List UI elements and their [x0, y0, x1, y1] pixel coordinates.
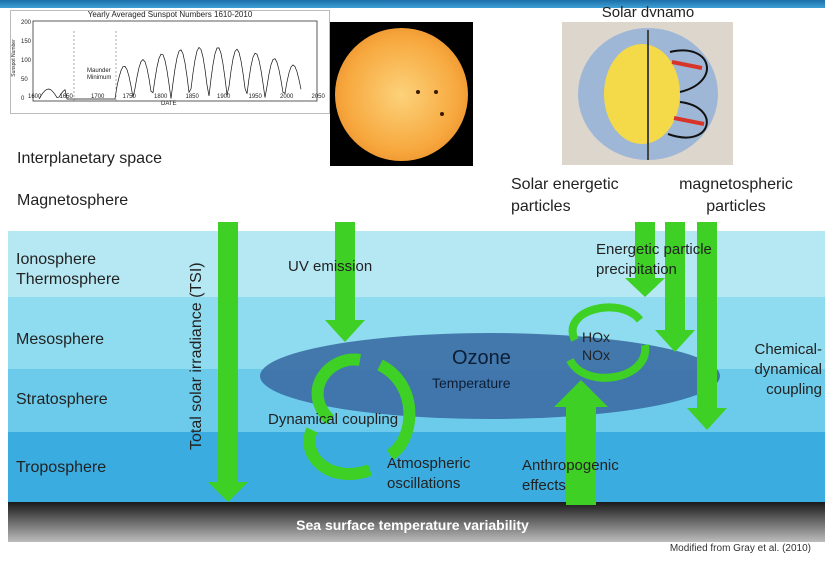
chart-x-tick: 1800 [154, 94, 168, 100]
solar-dynamo-image [562, 22, 733, 165]
magnetospheric-label: magnetospheric particles [679, 176, 793, 215]
magnetosphere-label: Magnetosphere [17, 192, 129, 209]
dynamical-label: Dynamical coupling [268, 411, 399, 428]
chart-y-tick: 0 [21, 96, 25, 102]
layer-label-mesosphere: Mesosphere [16, 331, 105, 348]
layer-ionosphere [8, 231, 825, 297]
chart-x-tick: 2000 [280, 94, 294, 100]
uv-label: UV emission [288, 258, 373, 275]
chart-xlabel: DATE [161, 101, 177, 107]
chart-annotation: Maunder Minimum [87, 68, 112, 81]
sst-label: Sea surface temperature variability [296, 517, 529, 533]
hox-nox-cycle [566, 303, 650, 382]
magnetospheric-arrows [655, 222, 727, 430]
interplanetary-label: Interplanetary space [17, 150, 162, 167]
sun-image [330, 22, 473, 166]
sunspot-chart: Yearly Averaged Sunspot Numbers 1610-201… [10, 10, 330, 114]
ozone-label: Ozone [452, 347, 511, 369]
layer-label-ionosphere: Ionosphere Thermosphere [16, 251, 121, 288]
chemical-label: Chemical-dynamical coupling [754, 341, 822, 398]
chart-x-tick: 1950 [248, 94, 262, 100]
uv-arrow [325, 222, 365, 342]
sea-surface-band [8, 502, 825, 542]
chart-x-tick: 1900 [217, 94, 231, 100]
solar-dynamo-title: Solar dynamo [601, 5, 695, 17]
layer-label-troposphere: Troposphere [16, 459, 107, 476]
chart-y-tick: 150 [21, 39, 32, 45]
dynamo-illustration [562, 22, 733, 165]
top-banner [0, 0, 825, 8]
credit-text: Modified from Gray et al. (2010) [669, 543, 811, 554]
chart-y-tick: 50 [21, 77, 28, 83]
chart-x-tick: 2050 [311, 94, 325, 100]
atmos-osc-label: Atmospheric oscillations [387, 455, 471, 492]
anthro-label: Anthropogenic effects [522, 457, 619, 494]
chart-x-tick: 1600 [28, 94, 42, 100]
solar-energetic-label: Solar energetic particles [511, 176, 619, 215]
chart-x-tick: 1850 [185, 94, 199, 100]
energetic-precip-label: Energetic particle precipitation [596, 241, 712, 278]
nox-label: NOx [582, 347, 610, 363]
temperature-label: Temperature [432, 375, 511, 391]
layer-label-stratosphere: Stratosphere [16, 391, 108, 408]
chart-x-tick: 1700 [91, 94, 105, 100]
anthropogenic-arrow [554, 380, 608, 505]
chart-y-tick: 200 [21, 20, 32, 26]
solar-particles-arrow [625, 222, 665, 297]
chart-x-tick: 1750 [122, 94, 136, 100]
tsi-label: Total solar irradiance (TSI) [188, 262, 205, 450]
dynamical-cycle [303, 353, 416, 480]
chart-x-tick: 1650 [59, 94, 73, 100]
chart-title: Yearly Averaged Sunspot Numbers 1610-201… [87, 10, 253, 19]
hox-label: HOx [582, 329, 610, 345]
sunspot-plot [32, 20, 318, 102]
layer-troposphere [8, 432, 825, 502]
chart-y-tick: 100 [21, 58, 32, 64]
tsi-arrow [208, 222, 248, 502]
